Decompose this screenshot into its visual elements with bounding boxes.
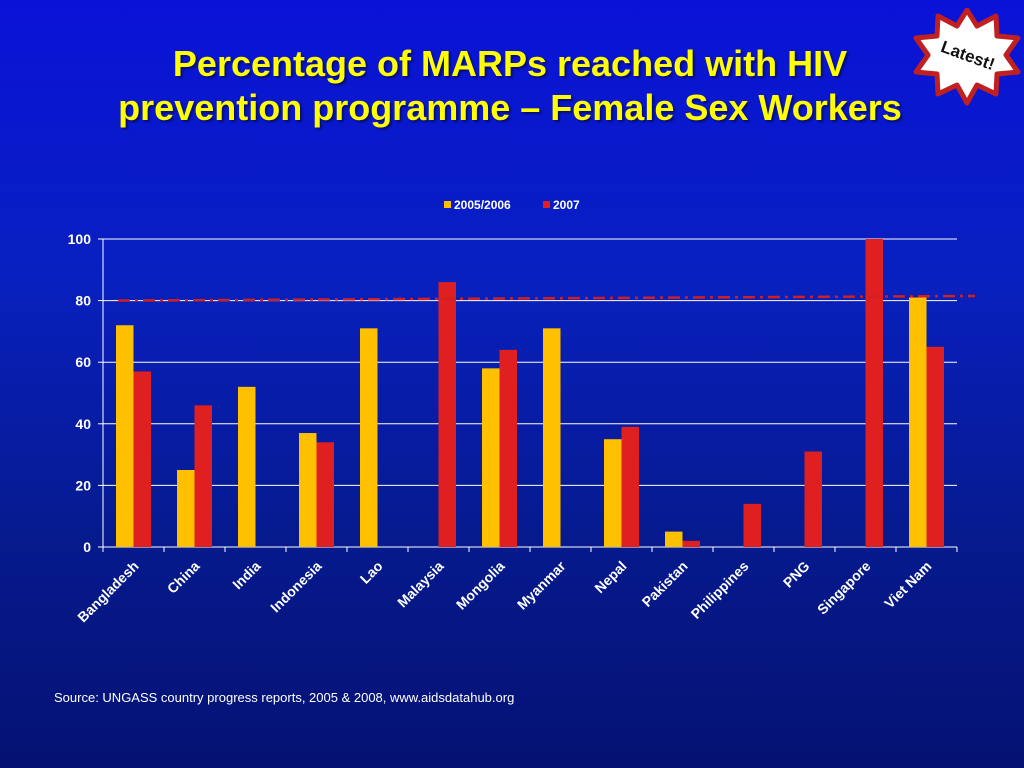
bar-2007-nepal bbox=[621, 426, 639, 547]
legend-label: 2005/2006 bbox=[454, 198, 511, 212]
legend-swatch bbox=[444, 201, 451, 208]
starburst-outer-icon bbox=[913, 8, 1021, 106]
source-note: Source: UNGASS country progress reports,… bbox=[54, 690, 515, 705]
target-dash-dot-line bbox=[117, 294, 976, 302]
y-tick-label: 100 bbox=[68, 231, 92, 247]
slide-title-line-1: Percentage of MARPs reached with HIV bbox=[172, 43, 848, 84]
bars bbox=[116, 239, 944, 547]
slide-title: Percentage of MARPs reached with HIV pre… bbox=[40, 42, 980, 130]
bar-2007-malaysia bbox=[438, 282, 456, 547]
bar-2005-2006-pakistan bbox=[665, 531, 683, 547]
x-tick-label: China bbox=[164, 558, 203, 597]
bar-2005-2006-india bbox=[238, 386, 256, 547]
bar-2005-2006-bangladesh bbox=[116, 325, 134, 547]
bar-2007-china bbox=[194, 405, 212, 547]
x-tick-label: Nepal bbox=[591, 558, 629, 596]
bar-2005-2006-myanmar bbox=[543, 328, 561, 547]
bar-2007-bangladesh bbox=[133, 371, 151, 547]
x-tick-labels: Bangladesh China India Indonesia Lao Malaysia… bbox=[74, 557, 934, 625]
y-tick-label: 60 bbox=[75, 354, 91, 370]
y-tick-labels: 0 20 40 60 80 100 bbox=[68, 231, 92, 555]
x-tick-label: Lao bbox=[357, 558, 386, 587]
bar-2007-mongolia bbox=[499, 349, 517, 547]
x-tick-label: Indonesia bbox=[267, 558, 325, 616]
legend: 2005/2006 2007 bbox=[444, 198, 580, 212]
bar-2005-2006-viet-nam bbox=[909, 297, 927, 547]
x-tick-label: Viet Nam bbox=[881, 558, 935, 612]
bar-2005-2006-lao bbox=[360, 328, 378, 547]
bar-2005-2006-mongolia bbox=[482, 368, 500, 547]
slide-title-line-2: prevention programme – Female Sex Worker… bbox=[118, 87, 902, 128]
bar-2007-viet-nam bbox=[926, 346, 944, 547]
x-tick-label: Philippines bbox=[687, 558, 751, 622]
bar-2007-singapore bbox=[865, 239, 883, 547]
bar-2007-pakistan bbox=[682, 540, 700, 547]
bar-2005-2006-indonesia bbox=[299, 433, 317, 547]
latest-star-badge: Latest! bbox=[913, 8, 1021, 106]
axes bbox=[98, 238, 958, 552]
x-tick-label: Bangladesh bbox=[74, 558, 141, 625]
bar-2007-indonesia bbox=[316, 442, 334, 547]
bar-2007-philippines bbox=[743, 503, 761, 547]
x-tick-label: Pakistan bbox=[639, 558, 691, 610]
bar-2005-2006-nepal bbox=[604, 439, 622, 547]
y-tick-label: 80 bbox=[75, 293, 91, 309]
grid-lines bbox=[103, 238, 957, 486]
bar-2005-2006-china bbox=[177, 470, 195, 547]
y-tick-label: 0 bbox=[83, 539, 91, 555]
bar-chart: 0 20 40 60 80 100 Bangladesh China India Indones… bbox=[68, 198, 976, 625]
x-tick-label: Singapore bbox=[814, 558, 874, 618]
y-tick-label: 20 bbox=[75, 477, 91, 493]
y-tick-label: 40 bbox=[75, 416, 91, 432]
x-tick-label: PNG bbox=[780, 558, 813, 591]
legend-swatch bbox=[543, 201, 550, 208]
x-tick-label: India bbox=[229, 558, 264, 593]
legend-label: 2007 bbox=[553, 198, 580, 212]
x-tick-label: Myanmar bbox=[514, 557, 569, 612]
reference-line bbox=[117, 294, 976, 302]
x-tick-label: Malaysia bbox=[394, 558, 447, 611]
x-tick-label: Mongolia bbox=[453, 558, 508, 613]
bar-2007-png bbox=[804, 451, 822, 547]
